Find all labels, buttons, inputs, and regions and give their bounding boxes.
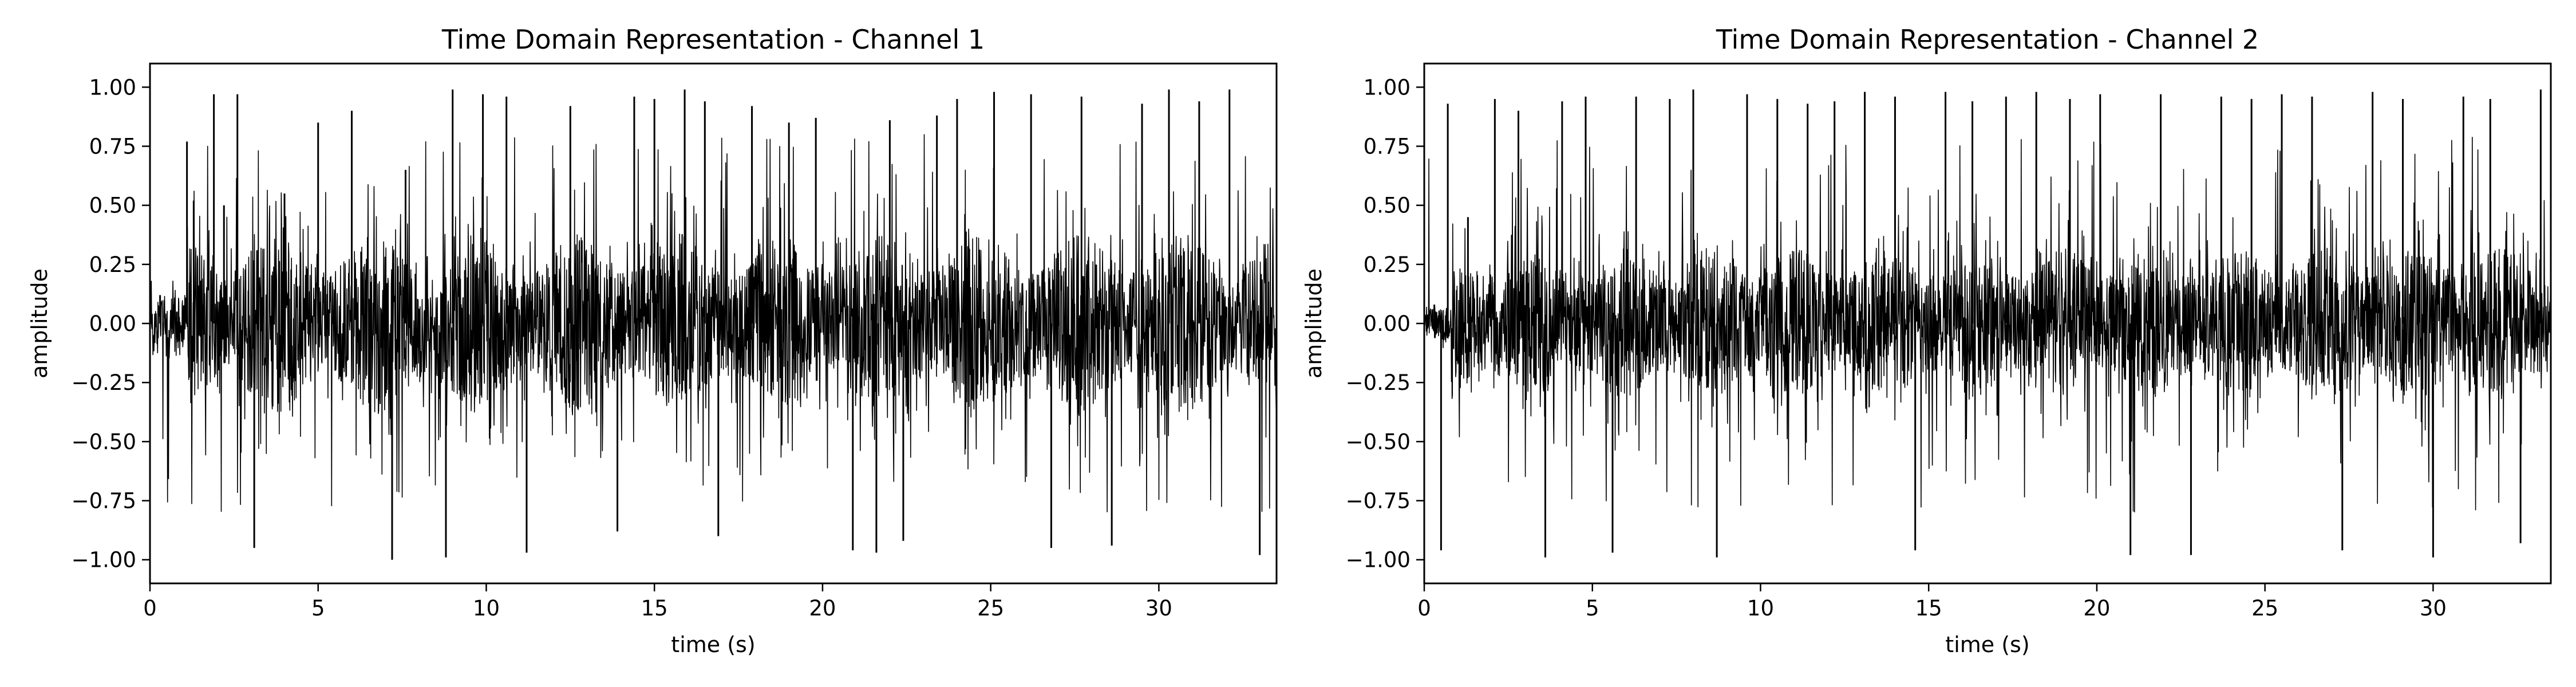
x-tick-label: 5 <box>1586 596 1599 621</box>
x-tick-label: 20 <box>2083 596 2110 621</box>
chart-channel-1: 1.00 0.75 0.50 0.25 0.00 −0.25 −0.50 −0.75 −1.00… <box>27 24 1278 657</box>
x-tick-label: 25 <box>977 596 1004 621</box>
y-tick-label: −0.75 <box>72 489 136 514</box>
y-tick-label: −0.25 <box>1346 370 1411 395</box>
y-tick-label: 0.50 <box>89 194 136 218</box>
x-tick-label: 0 <box>143 596 157 621</box>
y-tick-label: 0.00 <box>89 311 136 336</box>
y-tick-label: 0.75 <box>89 134 136 159</box>
x-axis-label: time (s) <box>1945 632 2029 657</box>
y-tick-label: 0.75 <box>1364 134 1411 159</box>
y-tick-label: −0.50 <box>1346 429 1411 454</box>
x-tick-label: 5 <box>311 596 325 621</box>
y-tick-label: 1.00 <box>89 75 136 100</box>
waveform-trace <box>1424 137 2551 512</box>
x-tick-label: 20 <box>809 596 836 621</box>
x-tick-label: 10 <box>473 596 500 621</box>
y-tick-label: −1.00 <box>72 548 136 572</box>
y-tick-label: 0.25 <box>89 252 136 277</box>
x-tick-label: 15 <box>641 596 668 621</box>
y-tick-label: −0.50 <box>72 429 136 454</box>
x-tick-label: 10 <box>1747 596 1774 621</box>
y-tick-label: −1.00 <box>1346 548 1411 572</box>
y-tick-label: −0.25 <box>72 370 136 395</box>
chart-title: Time Domain Representation - Channel 1 <box>441 24 985 55</box>
x-tick-label: 15 <box>1915 596 1942 621</box>
y-axis-label: amplitude <box>1301 269 1326 378</box>
y-axis-label: amplitude <box>27 269 52 378</box>
y-tick-label: 0.00 <box>1364 311 1411 336</box>
chart-channel-2: 1.00 0.75 0.50 0.25 0.00 −0.25 −0.50 −0.75 −1.00… <box>1301 24 2552 657</box>
y-tick-label: 1.00 <box>1364 75 1411 100</box>
x-tick-label: 0 <box>1417 596 1431 621</box>
y-tick-label: 0.50 <box>1364 194 1411 218</box>
x-tick-label: 30 <box>1145 596 1172 621</box>
y-tick-label: 0.25 <box>1364 252 1411 277</box>
x-axis-label: time (s) <box>671 632 755 657</box>
chart-title: Time Domain Representation - Channel 2 <box>1716 24 2259 55</box>
y-tick-label: −0.75 <box>1346 489 1411 514</box>
x-tick-label: 30 <box>2420 596 2447 621</box>
x-tick-label: 25 <box>2251 596 2278 621</box>
waveform-trace <box>149 134 1277 512</box>
